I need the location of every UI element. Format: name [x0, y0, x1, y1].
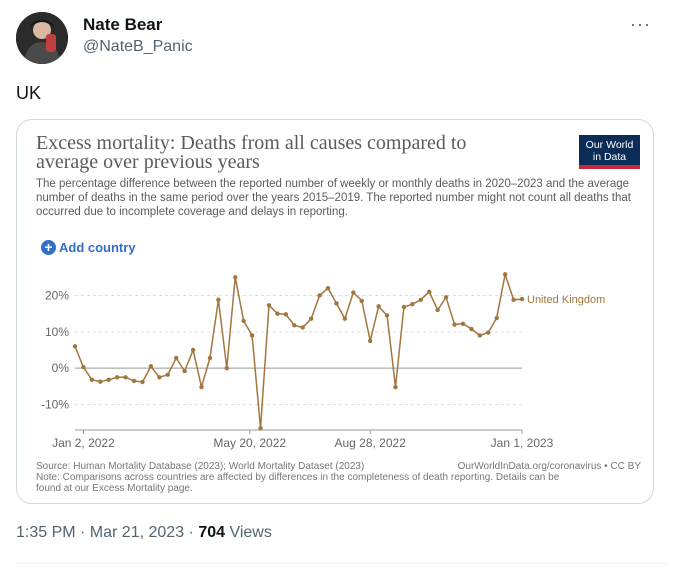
data-point: [460, 321, 466, 327]
data-point: [292, 323, 297, 328]
data-point: [494, 315, 499, 321]
data-point: [249, 333, 255, 338]
data-point: [81, 364, 86, 370]
y-tick-label: 0%: [52, 361, 70, 375]
timestamp[interactable]: 1:35 PM · Mar 21, 2023: [16, 524, 185, 541]
tweet-text: UK: [16, 83, 42, 103]
data-point: [469, 326, 474, 332]
data-point: [190, 347, 196, 353]
data-point: [283, 312, 289, 317]
source-text: Source: Human Mortality Database (2023);…: [36, 461, 365, 472]
data-point: [342, 316, 348, 321]
data-point: [114, 375, 120, 380]
chart-source: Source: Human Mortality Database (2023);…: [36, 461, 576, 494]
data-point: [224, 365, 230, 371]
data-point: [275, 311, 280, 316]
chart-title: Excess mortality: Deaths from all causes…: [36, 132, 467, 173]
data-point: [502, 272, 508, 277]
add-country-label: Add country: [59, 240, 136, 255]
data-point: [351, 290, 356, 295]
data-point: [233, 275, 238, 280]
author-name[interactable]: Nate Bear: [83, 15, 163, 34]
data-point: [140, 379, 145, 385]
data-point: [367, 338, 373, 344]
data-point: [376, 304, 381, 309]
data-point: [418, 297, 423, 303]
data-point: [317, 293, 322, 298]
series-label-united-kingdom: United Kingdom: [527, 294, 605, 306]
data-point: [199, 384, 204, 390]
views-count: 704: [198, 524, 226, 541]
x-tick-label: Jan 2, 2022: [52, 436, 115, 450]
more-horizontal-icon[interactable]: ···: [630, 14, 651, 34]
data-point: [477, 333, 483, 338]
data-point: [182, 368, 187, 374]
data-point: [384, 313, 390, 318]
note-text[interactable]: Note: Comparisons across countries are a…: [36, 472, 560, 494]
data-point: [131, 378, 137, 384]
data-point: [410, 301, 415, 307]
data-point: [89, 377, 95, 383]
data-point: [98, 379, 103, 384]
views-label: Views: [225, 524, 272, 541]
data-point: [393, 384, 398, 390]
data-point: [308, 316, 314, 321]
y-tick-label: 10%: [45, 325, 69, 339]
divider: [16, 563, 667, 564]
data-point: [174, 355, 179, 361]
chart-credit[interactable]: OurWorldInData.org/coronavirus • CC BY: [457, 461, 641, 472]
x-tick-label: May 20, 2022: [213, 436, 286, 450]
y-tick-label: 20%: [45, 288, 69, 302]
add-country-button[interactable]: + Add country: [41, 240, 136, 255]
data-point: [72, 344, 78, 349]
data-point: [401, 304, 407, 310]
data-point: [427, 289, 432, 295]
data-point: [334, 301, 339, 306]
data-point: [300, 325, 305, 330]
plus-icon: +: [41, 240, 56, 255]
chart-subtitle: The percentage difference between the re…: [36, 178, 631, 218]
data-point: [266, 303, 272, 308]
data-point: [157, 375, 162, 380]
data-point: [486, 330, 491, 335]
tweet-meta: 1:35 PM · Mar 21, 2023 · 704 Views: [16, 524, 272, 542]
author-avatar[interactable]: [16, 12, 68, 64]
data-point: [511, 297, 516, 303]
data-point: [519, 296, 525, 302]
data-point: [241, 318, 246, 324]
logo-line-1: Our World: [585, 139, 634, 151]
data-point: [452, 322, 457, 327]
data-point: [148, 364, 154, 369]
chart-plot: -10% 0% 10% 20% Jan 2, 2022 May 20, 2022 Aug 2…: [41, 271, 605, 450]
data-point: [359, 298, 364, 304]
data-point: [435, 307, 440, 313]
data-point: [216, 297, 221, 303]
meta-separator: ·: [184, 524, 199, 541]
x-tick-label: Aug 28, 2022: [334, 436, 406, 450]
owid-logo[interactable]: Our World in Data: [579, 135, 640, 169]
data-point: [325, 285, 331, 291]
logo-line-2: in Data: [592, 151, 627, 163]
data-point: [123, 375, 128, 380]
series-line-united-kingdom: [74, 271, 523, 429]
y-tick-label: -10%: [41, 398, 69, 412]
data-point: [443, 295, 449, 300]
data-point: [106, 377, 111, 383]
data-point: [165, 372, 170, 377]
x-tick-label: Jan 1, 2023: [491, 436, 554, 450]
chart-card[interactable]: Excess mortality: Deaths from all causes…: [16, 119, 654, 504]
data-point: [207, 355, 213, 361]
author-handle[interactable]: @NateB_Panic: [83, 38, 193, 55]
data-point: [258, 425, 263, 431]
